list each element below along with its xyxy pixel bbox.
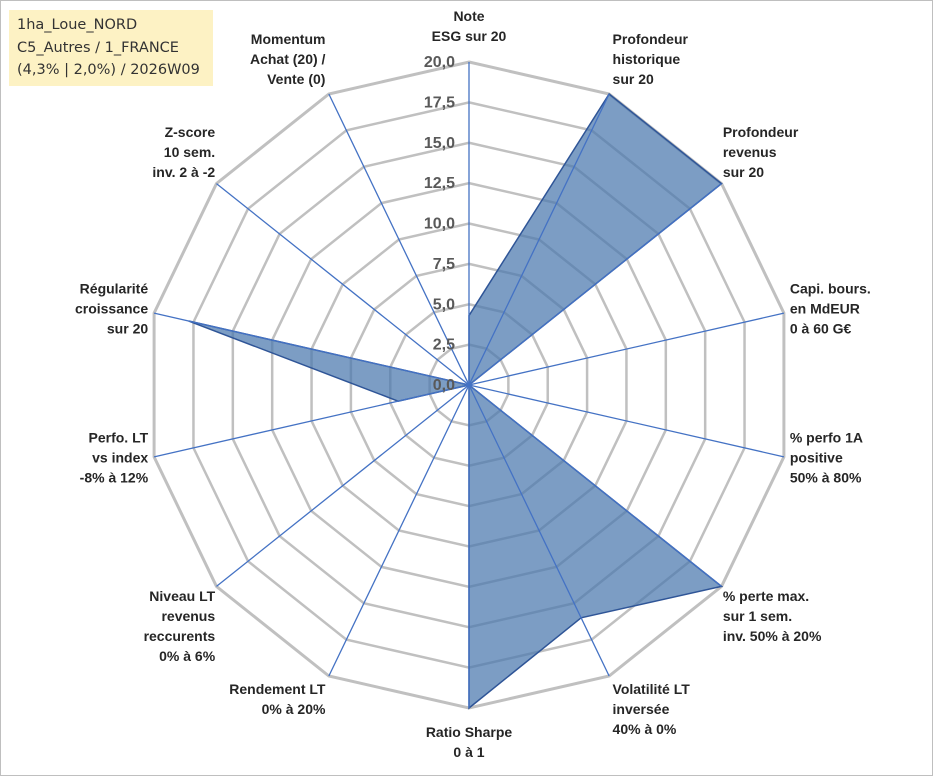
tick-label: 2,5	[433, 337, 455, 354]
tick-label: 10,0	[424, 216, 455, 233]
tick-label: 7,5	[433, 256, 455, 273]
tick-labels: 0,0 2,5 5,0 7,5 10,0 12,5 15,0 17,5 20,0	[424, 54, 455, 394]
tick-label: 20,0	[424, 54, 455, 71]
tick-label: 17,5	[424, 94, 455, 111]
tick-label: 0,0	[433, 377, 455, 394]
category-label-6: % perte max.sur 1 sem.inv. 50% à 20%	[723, 588, 822, 644]
tick-label: 15,0	[424, 135, 455, 152]
tick-label: 5,0	[433, 296, 455, 313]
axis-spoke-9	[329, 385, 469, 676]
tick-label: 12,5	[424, 175, 455, 192]
